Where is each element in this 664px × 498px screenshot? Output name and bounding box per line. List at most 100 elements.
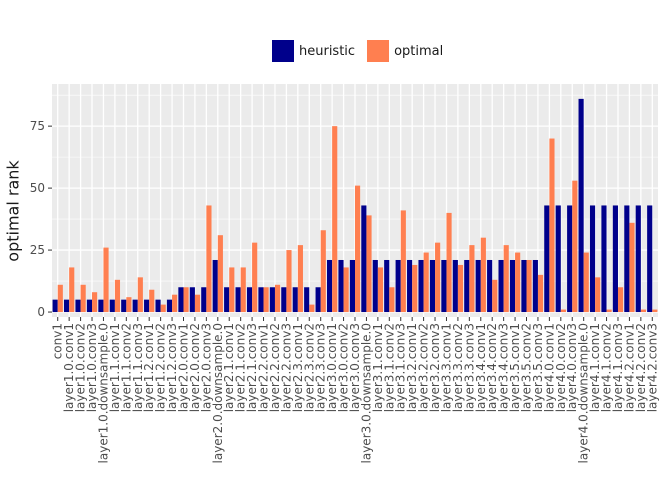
bar-optimal (149, 289, 155, 313)
x-tick-label: layer1.2.conv3 (165, 323, 179, 412)
x-tick-label: layer1.2.conv2 (154, 323, 168, 412)
x-tick-label: layer4.2.conv1 (622, 323, 636, 412)
bar-optimal (332, 126, 338, 313)
bar-optimal (160, 304, 166, 313)
bar-heuristic (475, 259, 481, 313)
bar-optimal (435, 242, 441, 313)
x-tick-label: layer2.2.conv1 (257, 323, 271, 412)
x-tick-label: layer4.1.conv2 (600, 323, 614, 412)
bar-heuristic (544, 205, 550, 313)
y-axis: 0 25 50 75 (30, 119, 52, 319)
bar-heuristic (269, 287, 275, 313)
bar-heuristic (521, 259, 527, 313)
x-tick-label: layer3.0.downsample.0 (359, 323, 373, 463)
x-tick-label: layer2.1.conv1 (222, 323, 236, 412)
legend-item-optimal: optimal (367, 40, 443, 62)
bar-optimal (80, 284, 86, 313)
x-tick-label: layer4.0.downsample.0 (577, 323, 591, 463)
x-tick-label: layer1.1.conv2 (119, 323, 133, 412)
bar-heuristic (132, 299, 138, 313)
bar-optimal (57, 284, 63, 313)
bar-optimal (423, 252, 429, 313)
bar-heuristic (624, 205, 630, 313)
bar-heuristic (235, 287, 241, 313)
bar-optimal (263, 287, 269, 313)
x-tick-label: layer1.0.conv2 (74, 323, 88, 412)
x-tick-label: layer1.1.conv3 (131, 323, 145, 412)
x-tick-label: layer1.1.conv1 (108, 323, 122, 412)
bar-optimal (526, 259, 532, 313)
bar-optimal (492, 279, 498, 313)
x-tick-label: layer1.0.downsample.0 (96, 323, 110, 463)
bar-optimal (114, 279, 121, 313)
bar-optimal (183, 287, 189, 313)
x-tick-label: layer3.5.conv2 (520, 323, 534, 412)
x-tick-label: layer4.2.conv3 (645, 323, 659, 412)
legend-label-optimal: optimal (394, 43, 444, 59)
legend-swatch-heuristic (272, 40, 294, 62)
bar-heuristic (224, 287, 230, 313)
x-tick-label: layer3.3.conv2 (451, 323, 465, 412)
y-axis-title-wrap: optimal rank (2, 160, 24, 261)
bar-optimal (446, 212, 452, 313)
bar-optimal (194, 294, 201, 313)
bar-optimal (274, 284, 281, 313)
bar-optimal (343, 267, 349, 313)
bar-heuristic (361, 205, 367, 313)
bar-heuristic (315, 287, 321, 313)
bar-heuristic (407, 259, 413, 313)
x-tick-label: layer1.2.conv1 (142, 323, 156, 412)
bar-optimal (286, 250, 292, 313)
bar-optimal (572, 180, 578, 313)
x-tick-label: layer1.0.conv1 (62, 323, 76, 412)
x-tick-label: layer3.0.conv3 (348, 323, 362, 412)
bar-optimal (537, 274, 544, 313)
bar-optimal (229, 267, 235, 313)
x-tick-label: layer3.0.conv2 (337, 323, 351, 412)
x-tick-label: layer3.4.conv3 (497, 323, 511, 412)
bar-optimal (652, 309, 658, 313)
x-tick-label: layer4.0.conv1 (542, 323, 556, 412)
bar-optimal (252, 242, 258, 313)
bar-optimal (206, 205, 212, 313)
x-tick-label: conv1 (51, 323, 65, 359)
bar-heuristic (555, 205, 561, 313)
bar-heuristic (246, 287, 253, 313)
bar-optimal (172, 294, 178, 313)
bar-heuristic (201, 287, 207, 313)
y-axis-title: optimal rank (3, 160, 23, 262)
x-tick-label: layer2.1.conv3 (245, 323, 259, 412)
y-tick-label: 0 (37, 305, 45, 319)
bar-heuristic (166, 299, 173, 313)
x-tick-label: layer2.2.conv3 (279, 323, 293, 412)
x-tick-label: layer3.4.conv2 (485, 323, 499, 412)
bar-optimal (606, 309, 612, 313)
x-tick-label: layer3.4.conv1 (474, 323, 488, 412)
bar-heuristic (212, 259, 218, 313)
bar-heuristic (258, 287, 264, 313)
bar-optimal (583, 252, 589, 313)
bar-heuristic (418, 259, 424, 313)
bar-heuristic (395, 259, 401, 313)
bar-optimal (309, 304, 315, 313)
bar-optimal (137, 277, 143, 313)
x-tick-label: layer2.3.conv2 (302, 323, 316, 412)
x-tick-label: layer2.0.conv3 (199, 323, 213, 412)
x-tick-label: layer4.2.conv2 (634, 323, 648, 412)
y-tick-label: 25 (30, 243, 45, 257)
bar-heuristic (349, 259, 355, 313)
bar-heuristic (178, 287, 184, 313)
x-tick-label: layer3.5.conv1 (508, 323, 522, 412)
bar-heuristic (86, 299, 93, 313)
bar-optimal (515, 252, 521, 313)
bar-heuristic (452, 259, 458, 313)
bar-optimal (617, 287, 624, 313)
bar-optimal (389, 287, 395, 313)
x-tick-label: layer4.0.conv3 (565, 323, 579, 412)
bar-heuristic (292, 287, 298, 313)
bar-heuristic (567, 205, 573, 313)
bar-heuristic (326, 259, 333, 313)
x-tick-label: layer2.1.conv2 (234, 323, 248, 412)
